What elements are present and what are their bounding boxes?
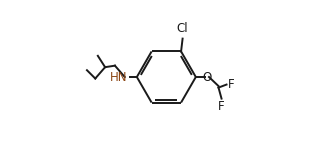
Text: O: O [202,71,212,83]
Text: F: F [218,100,225,113]
Text: HN: HN [109,71,127,83]
Text: F: F [228,78,235,91]
Text: Cl: Cl [177,22,188,35]
